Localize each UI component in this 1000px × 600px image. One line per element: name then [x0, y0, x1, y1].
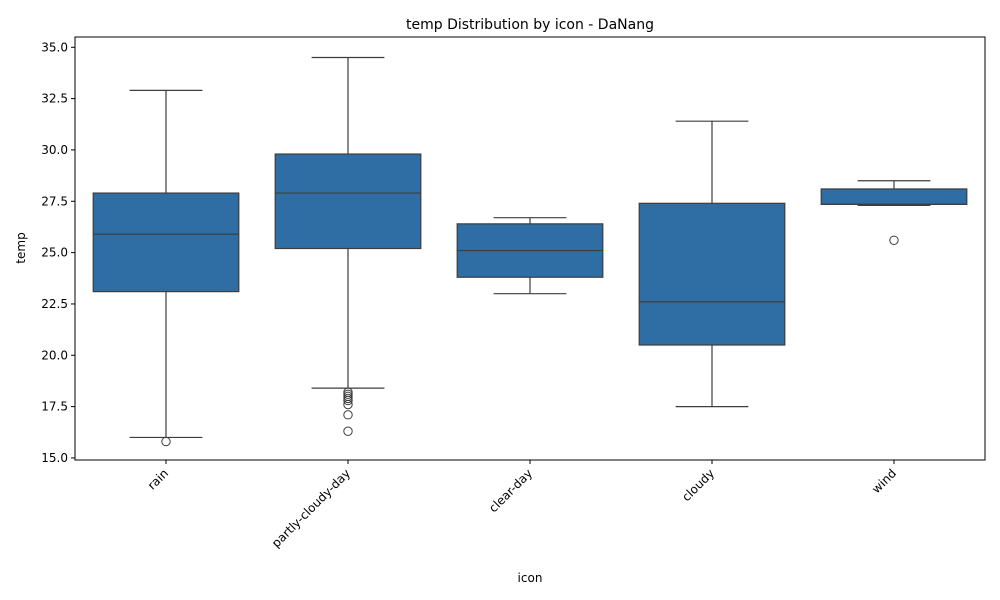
- y-tick-label: 22.5: [41, 297, 68, 311]
- box-group-rain: [92, 89, 240, 447]
- outlier-point: [343, 410, 353, 420]
- y-tick-label: 30.0: [41, 143, 68, 157]
- box-iqr: [820, 188, 968, 205]
- box-iqr: [638, 202, 786, 346]
- y-tick-label: 25.0: [41, 246, 68, 260]
- outlier-point: [343, 399, 353, 410]
- y-tick-label: 27.5: [41, 194, 68, 208]
- y-tick-label: 32.5: [41, 92, 68, 106]
- y-tick-label: 35.0: [41, 40, 68, 54]
- y-tick-label: 17.5: [41, 400, 68, 414]
- outlier-point: [161, 436, 171, 447]
- outlier-point: [889, 235, 899, 245]
- y-tick-label: 20.0: [41, 348, 68, 362]
- box-group-cloudy: [638, 120, 786, 408]
- box-group-partly-cloudy-day: [274, 56, 422, 436]
- x-tick-label: partly-cloudy-day: [269, 466, 353, 550]
- x-tick-label: rain: [145, 466, 171, 492]
- box-group-clear-day: [456, 217, 604, 295]
- x-tick-label: wind: [869, 466, 899, 496]
- x-axis-title: icon: [518, 571, 543, 585]
- x-axis: rain partly-cloudy-day clear-day cloudy wind: [145, 460, 899, 550]
- y-axis: 15.0 17.5 20.0 22.5 25.0 27.5 30.0 32.5 35.0: [41, 40, 75, 465]
- y-tick-label: 15.0: [41, 451, 68, 465]
- x-tick-label: clear-day: [486, 466, 535, 515]
- outlier-point: [343, 395, 353, 406]
- y-axis-title: temp: [14, 232, 28, 263]
- outlier-point: [343, 426, 353, 436]
- box-iqr: [274, 153, 422, 250]
- box-group-wind: [820, 180, 968, 245]
- chart-title: temp Distribution by icon - DaNang: [406, 17, 654, 33]
- x-tick-label: cloudy: [679, 466, 717, 504]
- box-iqr: [92, 192, 240, 293]
- plot-area: [92, 56, 968, 447]
